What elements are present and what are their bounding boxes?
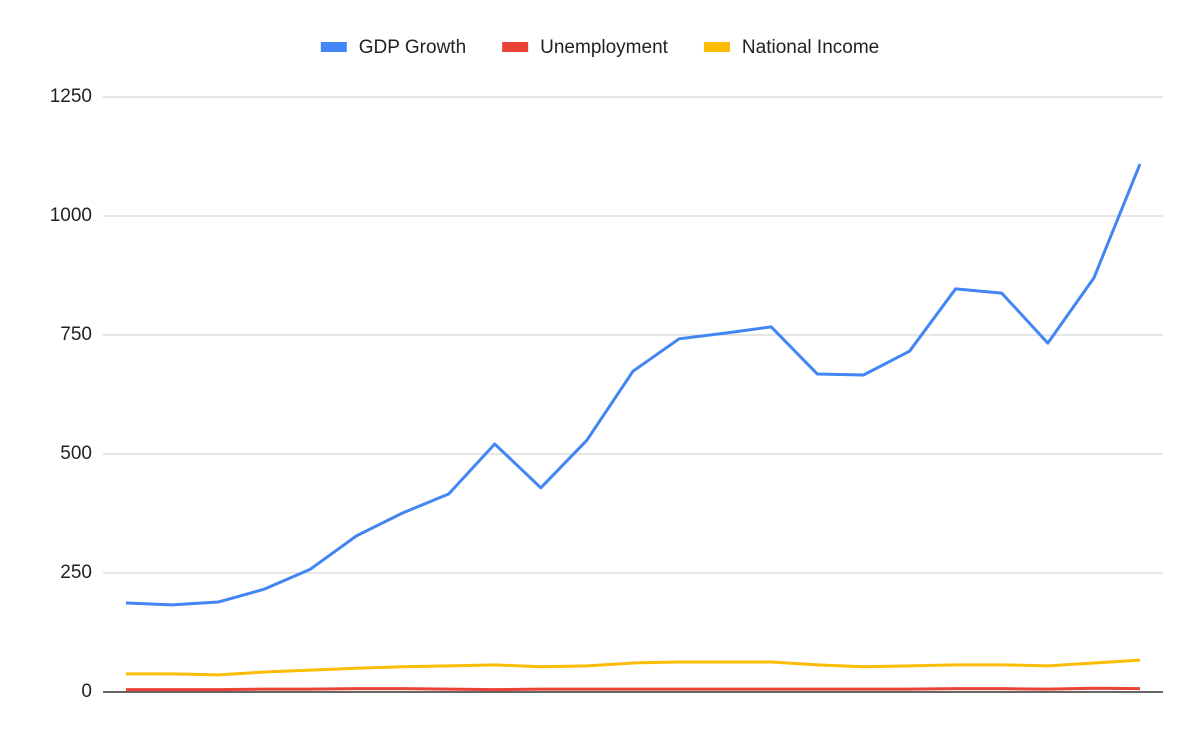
legend: GDP Growth Unemployment National Income xyxy=(320,37,879,58)
legend-label: GDP Growth xyxy=(359,37,466,58)
legend-label: Unemployment xyxy=(540,37,668,58)
legend-marker xyxy=(502,42,529,52)
y-tick-label: 1000 xyxy=(50,205,92,226)
y-tick-label: 750 xyxy=(60,324,92,345)
y-tick-label: 1250 xyxy=(50,86,92,107)
legend-marker xyxy=(703,42,730,52)
y-tick-label: 500 xyxy=(60,443,92,464)
series-line xyxy=(126,686,1141,692)
series-line xyxy=(126,658,1141,677)
series-line xyxy=(125,163,1142,607)
legend-marker xyxy=(320,42,347,52)
y-tick-label: 250 xyxy=(60,562,92,583)
legend-label: National Income xyxy=(742,37,879,58)
y-tick-label: 0 xyxy=(81,681,92,702)
